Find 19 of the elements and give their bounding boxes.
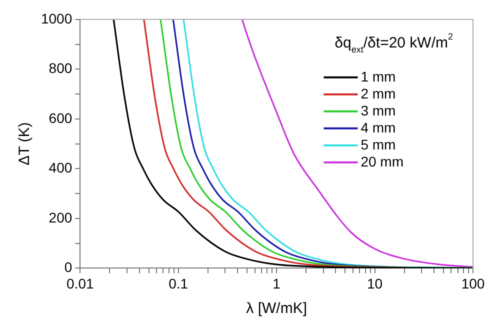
y-tick-label: 1000	[40, 10, 72, 26]
legend-label: 2 mm	[360, 85, 396, 102]
y-axis-title: ΔT (K)	[16, 122, 34, 166]
legend-label: 20 mm	[360, 153, 404, 170]
x-tick-label: 1	[272, 275, 281, 292]
legend-label: 1 mm	[360, 68, 396, 84]
y-tick-label: 200	[48, 209, 72, 226]
y-tick-label: 600	[48, 110, 72, 126]
legend-label: 3 mm	[360, 102, 396, 118]
x-tick-label: 100	[461, 275, 485, 292]
legend-label: 5 mm	[360, 136, 396, 152]
legend-label: 4 mm	[360, 119, 396, 136]
y-tick-label: 0	[64, 259, 72, 276]
y-tick-label: 800	[48, 60, 72, 76]
y-tick-label: 400	[48, 160, 72, 176]
x-tick-label: 0.01	[66, 275, 94, 292]
x-tick-label: 10	[366, 275, 383, 292]
x-tick-label: 0.1	[168, 275, 188, 292]
x-axis-title: λ [W/mK]	[246, 300, 307, 318]
